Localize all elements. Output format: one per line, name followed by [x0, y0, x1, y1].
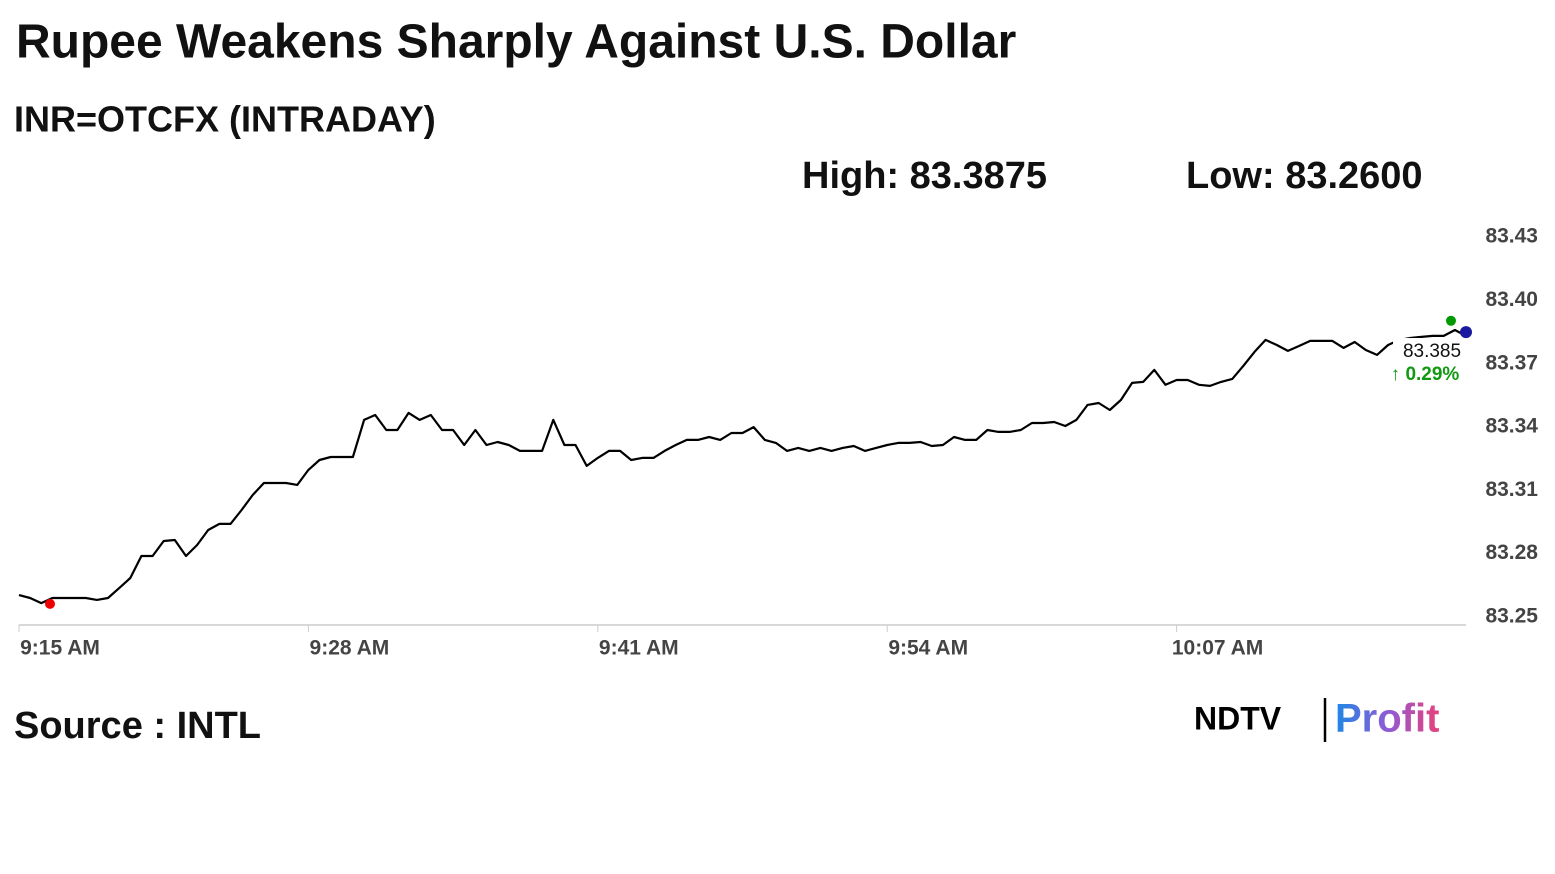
- plot-area: 83.25 83.28 83.31 83.34 83.37 83.40 83.43 9:15 …: [18, 225, 1538, 660]
- high-value: 83.3875: [910, 155, 1047, 197]
- y-tick-label: 83.34: [1485, 415, 1538, 438]
- last-box: [1393, 338, 1463, 386]
- x-tick-label: 10:07 AM: [1172, 637, 1263, 660]
- last-value: 83.385: [1403, 341, 1461, 362]
- change-value: ↑ 0.29%: [1391, 364, 1460, 385]
- y-tick-label: 83.40: [1485, 288, 1538, 311]
- low-text: Low: 83.2600: [1186, 155, 1423, 197]
- low-marker: [45, 598, 55, 609]
- high-text: High: 83.3875: [802, 155, 1047, 197]
- x-tick-label: 9:41 AM: [599, 637, 679, 660]
- y-tick-label: 83.28: [1485, 541, 1538, 564]
- brand-profit: Profit: [1335, 697, 1439, 741]
- x-tick-label: 9:54 AM: [888, 637, 968, 660]
- source: Source : INTL: [14, 705, 261, 747]
- last-marker: [1460, 326, 1472, 339]
- low-value: 83.2600: [1285, 155, 1422, 197]
- y-tick-label: 83.43: [1485, 225, 1538, 248]
- high-marker: [1446, 315, 1456, 326]
- y-tick-label: 83.37: [1485, 351, 1538, 374]
- y-tick-label: 83.25: [1485, 605, 1538, 628]
- x-tick-label: 9:28 AM: [310, 637, 390, 660]
- chart-title: Rupee Weakens Sharply Against U.S. Dolla…: [16, 16, 1016, 69]
- brand-ndtv: NDTV: [1194, 700, 1282, 736]
- high-label: High:: [802, 155, 899, 197]
- x-tick-label: 9:15 AM: [20, 637, 100, 660]
- low-label: Low:: [1186, 155, 1275, 197]
- chart-subtitle: INR=OTCFX (INTRADAY): [14, 99, 436, 140]
- price-line: [18, 328, 1467, 605]
- y-tick-label: 83.31: [1485, 478, 1538, 501]
